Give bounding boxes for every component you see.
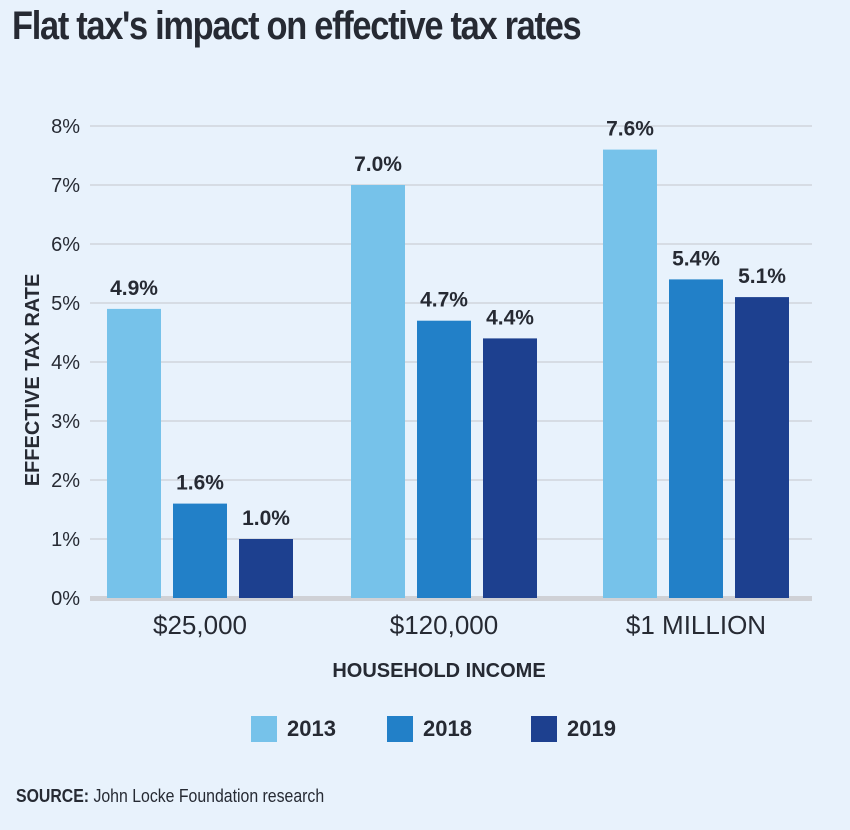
- y-tick-label: 6%: [51, 234, 80, 256]
- data-label: 4.9%: [110, 277, 158, 300]
- x-axis-title: HOUSEHOLD INCOME: [332, 660, 545, 682]
- source-text: John Locke Foundation research: [89, 786, 325, 806]
- data-label: 4.7%: [420, 289, 468, 312]
- y-tick-label: 7%: [51, 175, 80, 197]
- legend-item-2013: 2013: [251, 716, 336, 742]
- bar-2019-2: [735, 297, 789, 598]
- bar-2018-2: [669, 279, 723, 598]
- y-tick-label: 3%: [51, 411, 80, 433]
- y-tick-label: 0%: [51, 588, 80, 610]
- x-axis-baseline: [90, 596, 812, 601]
- legend-swatch: [387, 716, 413, 742]
- legend-item-2019: 2019: [531, 716, 616, 742]
- y-tick-label: 1%: [51, 529, 80, 551]
- source-label: SOURCE:: [16, 786, 90, 806]
- y-tick-label: 8%: [51, 116, 80, 138]
- data-label: 5.1%: [738, 265, 786, 288]
- legend-swatch: [251, 716, 277, 742]
- y-tick-label: 5%: [51, 293, 80, 315]
- legend-swatch: [531, 716, 557, 742]
- y-tick-label: 4%: [51, 352, 80, 374]
- data-label: 7.0%: [354, 153, 402, 176]
- bar-chart: 0%1%2%3%4%5%6%7%8% 4.9%1.6%1.0%7.0%4.7%4…: [22, 116, 812, 682]
- legend: 2013 2018 2019: [0, 716, 850, 746]
- x-axis-ticks: $25,000 $120,000 $1 MILLION: [153, 610, 766, 640]
- legend-label: 2018: [423, 716, 472, 741]
- legend-item-2018: 2018: [387, 716, 472, 742]
- x-tick-label: $1 MILLION: [626, 610, 766, 640]
- y-tick-label: 2%: [51, 470, 80, 492]
- bar-2018-1: [417, 320, 471, 598]
- bar-2018-0: [173, 503, 227, 598]
- legend-label: 2013: [287, 716, 336, 741]
- source-note: SOURCE: John Locke Foundation research: [16, 786, 324, 807]
- data-label: 4.4%: [486, 306, 534, 329]
- data-label: 5.4%: [672, 247, 720, 270]
- bar-2019-0: [239, 539, 293, 598]
- x-tick-label: $25,000: [153, 610, 247, 640]
- y-axis-ticks: 0% 1% 2% 3% 4% 5% 6% 7% 8%: [51, 116, 80, 610]
- data-labels: 4.9% 1.6% 1.0% 7.0% 4.7% 4.4% 7.6% 5.4% 5.1%: [110, 118, 786, 530]
- data-label: 1.6%: [176, 472, 224, 495]
- legend-label: 2019: [567, 716, 616, 741]
- bar-2013-2: [603, 149, 657, 598]
- bars: [107, 149, 789, 598]
- bar-2019-1: [483, 338, 537, 598]
- x-tick-label: $120,000: [390, 610, 498, 640]
- bar-2013-0: [107, 308, 161, 598]
- bar-2013-1: [351, 185, 405, 598]
- chart-title: Flat tax's impact on effective tax rates: [12, 4, 582, 48]
- data-label: 1.0%: [242, 507, 290, 530]
- y-axis-title: EFFECTIVE TAX RATE: [22, 274, 44, 487]
- data-label: 7.6%: [606, 118, 654, 141]
